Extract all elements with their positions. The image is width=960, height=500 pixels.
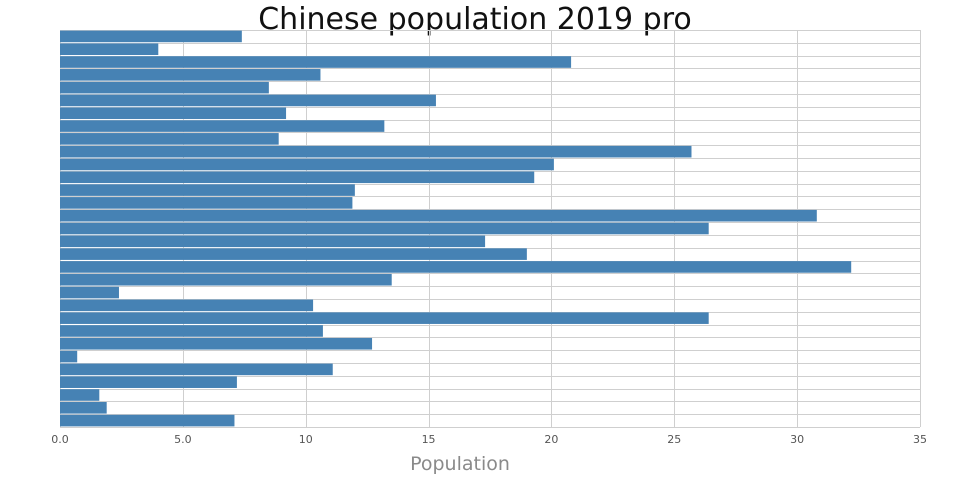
bar-17[interactable] [60,197,353,209]
bar-26[interactable] [60,81,269,94]
bar-30[interactable] [60,30,242,43]
x-tick-label-0: 0.0 [51,433,69,446]
x-tick-label-1: 5.0 [174,433,192,446]
x-tick-label-2: 10 [299,433,313,446]
x-tick-label-7: 35 [913,433,927,446]
bar-19[interactable] [60,171,535,184]
bar-12[interactable] [60,261,852,273]
x-axis-ticks: 0.0 5.0 10 15 20 25 30 35 [51,433,927,446]
x-tick-label-3: 15 [422,433,436,446]
bar-28[interactable] [60,56,572,68]
bar-10[interactable] [60,286,119,299]
bar-0[interactable] [60,414,235,427]
bar-14[interactable] [60,235,486,248]
bar-24[interactable] [60,107,287,120]
bar-4[interactable] [60,363,333,376]
bar-7[interactable] [60,325,323,337]
grid [60,30,921,428]
bar-8[interactable] [60,312,709,324]
bar-5[interactable] [60,350,78,363]
bar-9[interactable] [60,299,314,312]
bar-15[interactable] [60,222,709,235]
bar-25[interactable] [60,94,436,107]
chart-title: Chinese population 2019 pro [258,2,692,37]
bar-21[interactable] [60,145,692,158]
bar-2[interactable] [60,389,100,401]
bar-1[interactable] [60,401,107,414]
bar-22[interactable] [60,133,279,145]
x-tick-label-5: 25 [667,433,681,446]
x-tick-label-4: 20 [544,433,558,446]
bar-6[interactable] [60,337,373,350]
bar-23[interactable] [60,120,385,132]
bar-3[interactable] [60,376,237,388]
bar-27[interactable] [60,69,321,81]
bar-13[interactable] [60,248,527,260]
bar-20[interactable] [60,158,554,171]
x-axis-title: Population [410,453,510,475]
bar-16[interactable] [60,209,817,222]
bar-29[interactable] [60,43,159,56]
bars [60,30,852,427]
x-tick-label-6: 30 [790,433,804,446]
bar-18[interactable] [60,184,355,196]
bar-11[interactable] [60,273,392,286]
